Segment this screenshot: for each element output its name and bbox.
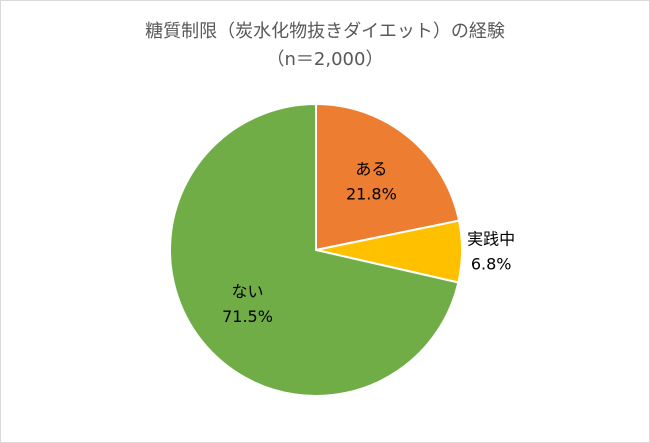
pie-slice: [315, 102, 461, 252]
slice-label: ある: [355, 160, 387, 179]
pie-slice: [169, 102, 460, 397]
slice-label: ない: [232, 282, 264, 301]
slice-value-label: 21.8%: [346, 185, 397, 204]
slice-label: 実践中: [467, 229, 515, 248]
chart-subtitle: （n＝2,000）: [267, 49, 384, 70]
chart-title: 糖質制限（炭水化物抜きダイエット）の経験: [145, 21, 505, 42]
slice-value-label: 71.5%: [222, 307, 273, 326]
slice-value-label: 6.8%: [471, 254, 512, 273]
